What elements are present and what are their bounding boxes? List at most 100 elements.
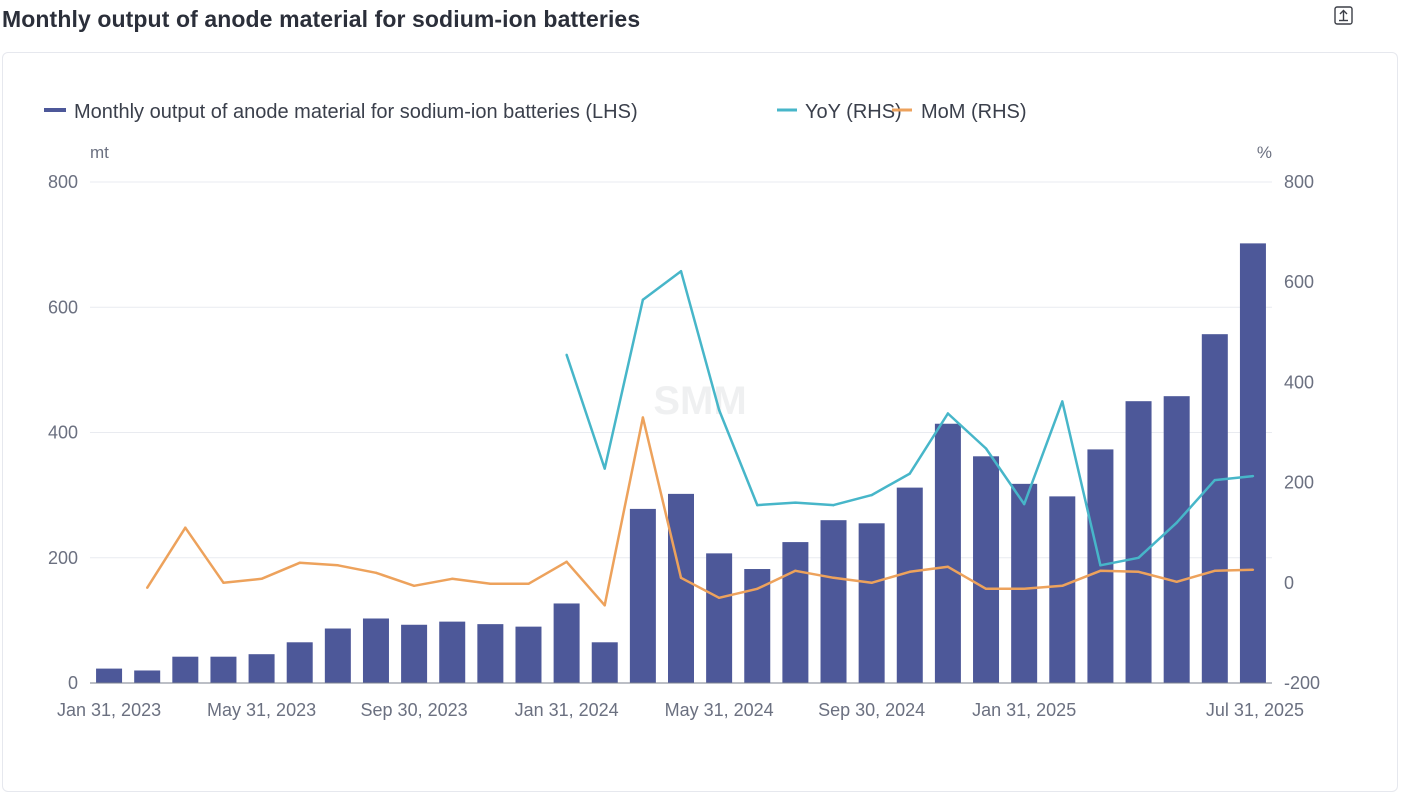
bar <box>896 487 923 683</box>
legend-item-output: Monthly output of anode material for sod… <box>44 101 638 123</box>
y-left-tick-label: 800 <box>48 172 78 192</box>
yoy-point <box>946 412 950 415</box>
export-button[interactable] <box>1334 6 1353 25</box>
bar <box>553 603 580 683</box>
svg-text:SMM: SMM <box>653 379 746 423</box>
mom-point <box>1022 587 1026 591</box>
mom-point <box>756 587 759 591</box>
legend-label-output: Monthly output of anode material for sod… <box>74 101 638 123</box>
y-left-tick-label: 200 <box>48 548 78 568</box>
bar <box>973 456 1000 683</box>
yoy-point <box>1213 478 1217 482</box>
bar <box>172 656 199 683</box>
bar <box>858 523 885 683</box>
bar <box>668 493 694 683</box>
legend-label-mom: MoM (RHS) <box>921 101 1027 123</box>
mom-point <box>1213 569 1217 572</box>
mom-point <box>1251 568 1255 571</box>
bar <box>591 642 618 683</box>
yoy-point <box>1175 521 1178 524</box>
mom-point <box>336 564 340 567</box>
bar <box>515 626 542 683</box>
x-tick-label: May 31, 2024 <box>665 700 774 720</box>
yoy-point <box>1099 564 1102 567</box>
x-tick-label: Sep 30, 2023 <box>361 700 468 720</box>
x-tick-label: Jan 31, 2024 <box>515 700 619 720</box>
legend-item-yoy: YoY (RHS) <box>777 101 902 123</box>
x-tick-label: Jul 31, 2025 <box>1206 700 1304 720</box>
y-right-tick-label: 200 <box>1284 473 1314 493</box>
bar <box>782 542 809 683</box>
mom-point <box>832 576 835 579</box>
x-tick-label: May 31, 2023 <box>207 700 316 720</box>
x-tick-label: Jan 31, 2023 <box>57 700 161 720</box>
mom-point <box>870 581 873 584</box>
yoy-point <box>1061 400 1064 403</box>
yoy-point <box>832 503 835 507</box>
legend-item-mom: MoM (RHS) <box>892 101 1027 123</box>
bar <box>134 670 161 683</box>
bar <box>324 628 351 683</box>
yoy-point <box>794 501 797 504</box>
mom-point <box>908 570 911 573</box>
yoy-point <box>565 353 568 357</box>
yoy-point <box>679 269 683 273</box>
bar <box>1201 334 1228 683</box>
y-left-unit: mt <box>90 143 109 162</box>
bar <box>362 618 389 683</box>
bar <box>96 668 123 683</box>
yoy-point <box>984 447 988 450</box>
bar <box>629 508 656 683</box>
bar <box>210 656 237 683</box>
mom-point <box>1175 580 1178 583</box>
mom-point <box>794 569 797 572</box>
yoy-point <box>603 467 606 470</box>
mom-point <box>1099 569 1102 572</box>
mom-point <box>260 577 263 580</box>
mom-series-line <box>146 416 1253 607</box>
mom-point <box>603 604 606 607</box>
yoy-point <box>717 408 721 412</box>
bar <box>1049 496 1076 683</box>
y-right-tick-label: 0 <box>1284 573 1294 593</box>
yoy-point <box>1251 474 1255 478</box>
legend-marker-output <box>44 108 66 112</box>
y-right-tick-label: 400 <box>1284 372 1314 392</box>
bar <box>934 423 961 683</box>
yoy-point <box>870 493 873 497</box>
bar <box>1011 483 1038 683</box>
bar <box>401 624 428 683</box>
yoy-point <box>908 472 911 475</box>
bar <box>1125 401 1152 683</box>
mom-point <box>1137 570 1140 573</box>
mom-point <box>984 587 988 591</box>
mom-point <box>489 582 492 586</box>
page-title: Monthly output of anode material for sod… <box>2 6 641 32</box>
mom-point <box>717 596 721 600</box>
mom-point <box>374 571 378 574</box>
mom-point <box>946 565 950 568</box>
y-left-tick-label: 600 <box>48 297 78 317</box>
yoy-point <box>756 503 759 507</box>
mom-point <box>451 577 454 580</box>
mom-point <box>145 586 149 590</box>
y-left-tick-label: 0 <box>68 673 78 693</box>
y-right-tick-label: 800 <box>1284 172 1314 192</box>
mom-point <box>184 526 187 529</box>
yoy-point <box>641 298 645 301</box>
mom-point <box>641 416 645 419</box>
mom-point <box>412 584 416 588</box>
mom-point <box>1061 584 1064 588</box>
bar <box>439 621 466 683</box>
yoy-point <box>1137 556 1140 559</box>
bar <box>820 520 847 683</box>
bar <box>248 654 275 683</box>
mom-point <box>679 576 683 579</box>
bar <box>744 569 771 683</box>
y-left-tick-label: 400 <box>48 423 78 443</box>
legend-label-yoy: YoY (RHS) <box>805 101 902 123</box>
mom-point <box>298 561 301 564</box>
x-tick-label: Jan 31, 2025 <box>972 700 1076 720</box>
x-tick-label: Sep 30, 2024 <box>818 700 925 720</box>
